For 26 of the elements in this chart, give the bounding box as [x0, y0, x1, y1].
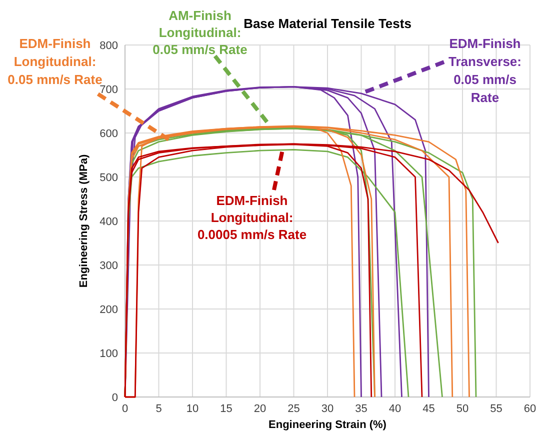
x-tick-label: 35	[355, 403, 368, 415]
x-tick-label: 25	[288, 403, 300, 415]
y-tick-label: 500	[100, 172, 118, 184]
x-tick-label: 10	[186, 403, 199, 415]
x-tick-label: 15	[220, 403, 232, 415]
y-tick-label: 0	[112, 392, 118, 404]
annotation: EDM-Finish Transverse: 0.05 mm/s Rate	[448, 36, 522, 105]
annotation: EDM-Finish Longitudinal: 0.0005 mm/s Rate	[197, 193, 307, 242]
x-tick-label: 60	[524, 403, 536, 415]
y-tick-label: 700	[100, 84, 118, 96]
y-tick-label: 300	[100, 260, 118, 272]
x-tick-label: 5	[156, 403, 162, 415]
y-axis-title: Engineering Stress (MPa)	[78, 154, 90, 288]
x-tick-label: 30	[321, 403, 334, 415]
y-tick-label: 200	[100, 304, 118, 316]
x-tick-label: 55	[490, 403, 502, 415]
x-tick-label: 45	[422, 403, 435, 415]
y-tick-label: 100	[100, 348, 118, 360]
x-tick-label: 40	[388, 403, 402, 415]
y-tick-label: 800	[100, 40, 118, 52]
x-tick-label: 0	[122, 403, 128, 415]
x-axis-title: Engineering Strain (%)	[268, 419, 387, 431]
x-tick-label: 50	[456, 403, 469, 415]
y-tick-label: 600	[100, 128, 118, 140]
y-tick-label: 400	[100, 216, 118, 228]
x-tick-label: 20	[254, 403, 266, 415]
